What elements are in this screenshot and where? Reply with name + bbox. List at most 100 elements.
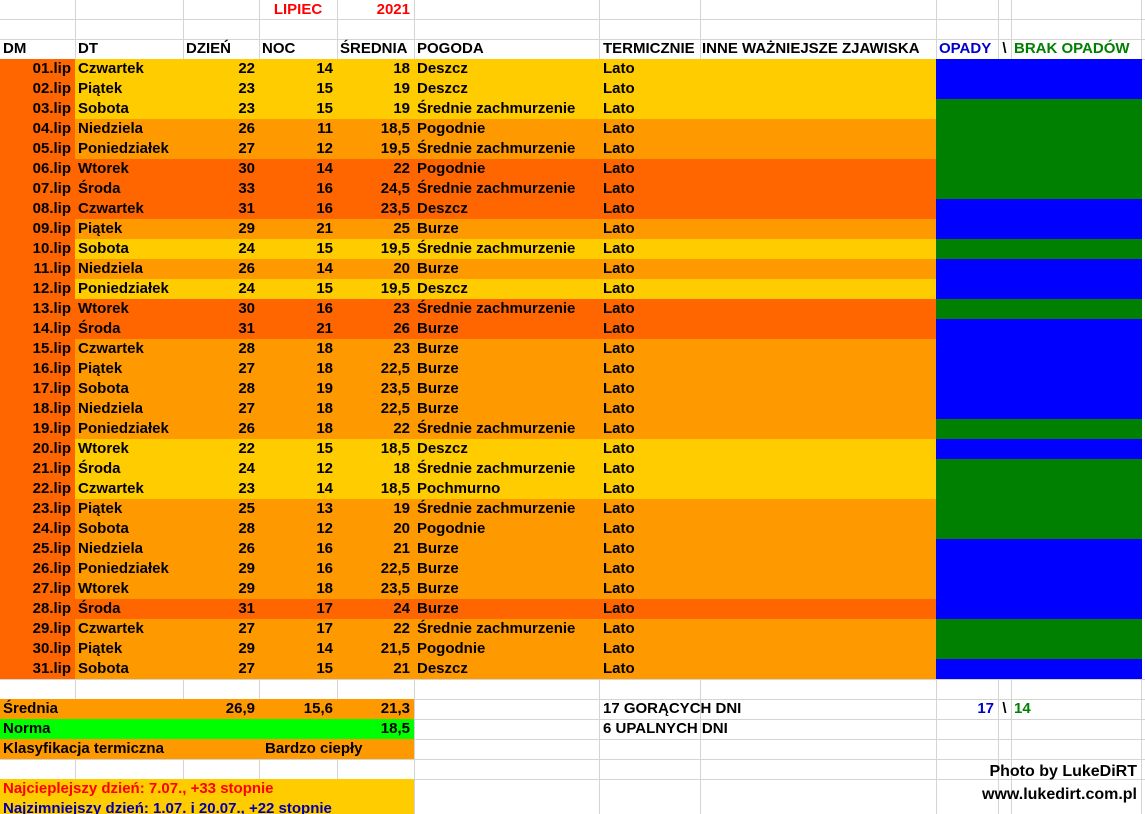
cell-dt[interactable]: Piątek xyxy=(78,220,123,237)
cell-avg[interactable]: 18 xyxy=(393,460,410,477)
cell-dt[interactable]: Wtorek xyxy=(78,440,129,457)
cell-day[interactable]: 26 xyxy=(238,120,255,137)
cell-night[interactable]: 12 xyxy=(316,460,333,477)
cell-dm[interactable]: 25.lip xyxy=(32,540,71,557)
cell-avg[interactable]: 21 xyxy=(393,540,410,557)
cell-dm[interactable]: 18.lip xyxy=(32,400,71,417)
cell-dt[interactable]: Niedziela xyxy=(78,260,144,277)
no-precip-indicator[interactable] xyxy=(936,99,1142,119)
cell-night[interactable]: 16 xyxy=(316,540,333,557)
cell-avg[interactable]: 19,5 xyxy=(380,240,410,257)
cell-night[interactable]: 19 xyxy=(316,380,333,397)
cell-weather[interactable]: Burze xyxy=(417,380,459,397)
cell-dt[interactable]: Środa xyxy=(78,460,121,477)
cell-dt[interactable]: Niedziela xyxy=(78,120,144,137)
cell-avg[interactable]: 23,5 xyxy=(380,200,410,217)
cell-avg[interactable]: 24,5 xyxy=(380,180,410,197)
cell-thermal[interactable]: Lato xyxy=(603,660,635,677)
avg-label[interactable]: Średnia xyxy=(3,700,59,717)
cell-dt[interactable]: Poniedziałek xyxy=(78,140,169,157)
cell-avg[interactable]: 21,5 xyxy=(380,640,410,657)
cell-thermal[interactable]: Lato xyxy=(603,360,635,377)
cell-night[interactable]: 16 xyxy=(316,180,333,197)
no-precip-indicator[interactable] xyxy=(936,459,1142,479)
cell-thermal[interactable]: Lato xyxy=(603,120,635,137)
cell-dt[interactable]: Poniedziałek xyxy=(78,560,169,577)
cell-thermal[interactable]: Lato xyxy=(603,440,635,457)
precip-indicator[interactable] xyxy=(936,199,1142,219)
cell-dt[interactable]: Piątek xyxy=(78,80,123,97)
cell-dm[interactable]: 11.lip xyxy=(33,260,71,277)
cell-night[interactable]: 15 xyxy=(316,100,333,117)
precip-indicator[interactable] xyxy=(936,319,1142,339)
cell-night[interactable]: 14 xyxy=(316,260,333,277)
cell-night[interactable]: 11 xyxy=(317,120,333,137)
cell-weather[interactable]: Średnie zachmurzenie xyxy=(417,180,576,197)
cell-day[interactable]: 22 xyxy=(238,60,255,77)
cell-dt[interactable]: Wtorek xyxy=(78,580,129,597)
cell-avg[interactable]: 20 xyxy=(393,520,410,537)
cell-dt[interactable]: Wtorek xyxy=(78,300,129,317)
cell-dm[interactable]: 20.lip xyxy=(32,440,71,457)
col-header-night[interactable]: NOC xyxy=(262,40,296,57)
cell-day[interactable]: 25 xyxy=(238,500,255,517)
col-header-weather[interactable]: POGODA xyxy=(417,40,484,57)
col-header-thermal[interactable]: TERMICZNIE xyxy=(603,40,695,57)
cell-thermal[interactable]: Lato xyxy=(603,140,635,157)
month-title[interactable]: LIPIEC xyxy=(273,1,323,18)
no-precip-indicator[interactable] xyxy=(936,299,1142,319)
cell-weather[interactable]: Średnie zachmurzenie xyxy=(417,140,576,157)
precip-indicator[interactable] xyxy=(936,339,1142,359)
cell-day[interactable]: 24 xyxy=(238,240,255,257)
cell-avg[interactable]: 22,5 xyxy=(380,360,410,377)
col-header-no-precip[interactable]: BRAK OPADÓW xyxy=(1014,40,1130,57)
cell-weather[interactable]: Deszcz xyxy=(417,440,468,457)
cell-dt[interactable]: Piątek xyxy=(78,500,123,517)
cell-night[interactable]: 14 xyxy=(316,160,333,177)
cell-thermal[interactable]: Lato xyxy=(603,640,635,657)
cell-dm[interactable]: 31.lip xyxy=(32,660,71,677)
cell-thermal[interactable]: Lato xyxy=(603,200,635,217)
cell-night[interactable]: 14 xyxy=(316,480,333,497)
cell-night[interactable]: 12 xyxy=(316,520,333,537)
cell-dt[interactable]: Poniedziałek xyxy=(78,420,169,437)
col-header-day[interactable]: DZIEŃ xyxy=(186,40,231,57)
cell-dt[interactable]: Sobota xyxy=(78,520,129,537)
cell-weather[interactable]: Burze xyxy=(417,360,459,377)
cell-weather[interactable]: Burze xyxy=(417,400,459,417)
cell-dm[interactable]: 27.lip xyxy=(32,580,71,597)
summary-sep[interactable]: \ xyxy=(1002,700,1007,717)
cell-avg[interactable]: 19,5 xyxy=(380,140,410,157)
cell-thermal[interactable]: Lato xyxy=(603,420,635,437)
precip-indicator[interactable] xyxy=(936,359,1142,379)
cell-dt[interactable]: Sobota xyxy=(78,660,129,677)
precip-days-count[interactable]: 17 xyxy=(977,700,994,717)
cell-dt[interactable]: Środa xyxy=(78,320,121,337)
norma-value[interactable]: 18,5 xyxy=(380,720,410,737)
cell-dm[interactable]: 10.lip xyxy=(32,240,71,257)
cell-dm[interactable]: 13.lip xyxy=(32,300,71,317)
no-precip-indicator[interactable] xyxy=(936,239,1142,259)
cell-night[interactable]: 16 xyxy=(316,560,333,577)
cell-weather[interactable]: Burze xyxy=(417,560,459,577)
cell-thermal[interactable]: Lato xyxy=(603,320,635,337)
cell-dm[interactable]: 06.lip xyxy=(32,160,71,177)
cell-avg[interactable]: 18,5 xyxy=(380,480,410,497)
cell-night[interactable]: 16 xyxy=(316,300,333,317)
cell-dt[interactable]: Niedziela xyxy=(78,400,144,417)
cell-weather[interactable]: Pochmurno xyxy=(417,480,501,497)
cell-weather[interactable]: Burze xyxy=(417,580,459,597)
cell-thermal[interactable]: Lato xyxy=(603,600,635,617)
cell-avg[interactable]: 22,5 xyxy=(380,400,410,417)
cell-day[interactable]: 27 xyxy=(238,400,255,417)
cell-day[interactable]: 23 xyxy=(238,100,255,117)
cell-weather[interactable]: Średnie zachmurzenie xyxy=(417,620,576,637)
col-header-sep[interactable]: \ xyxy=(1002,40,1007,57)
cell-avg[interactable]: 19,5 xyxy=(380,280,410,297)
cell-weather[interactable]: Deszcz xyxy=(417,660,468,677)
cell-avg[interactable]: 25 xyxy=(393,220,410,237)
cell-night[interactable]: 16 xyxy=(316,200,333,217)
cell-avg[interactable]: 23,5 xyxy=(380,580,410,597)
cell-avg[interactable]: 23 xyxy=(393,340,410,357)
col-header-precip[interactable]: OPADY xyxy=(939,40,992,57)
